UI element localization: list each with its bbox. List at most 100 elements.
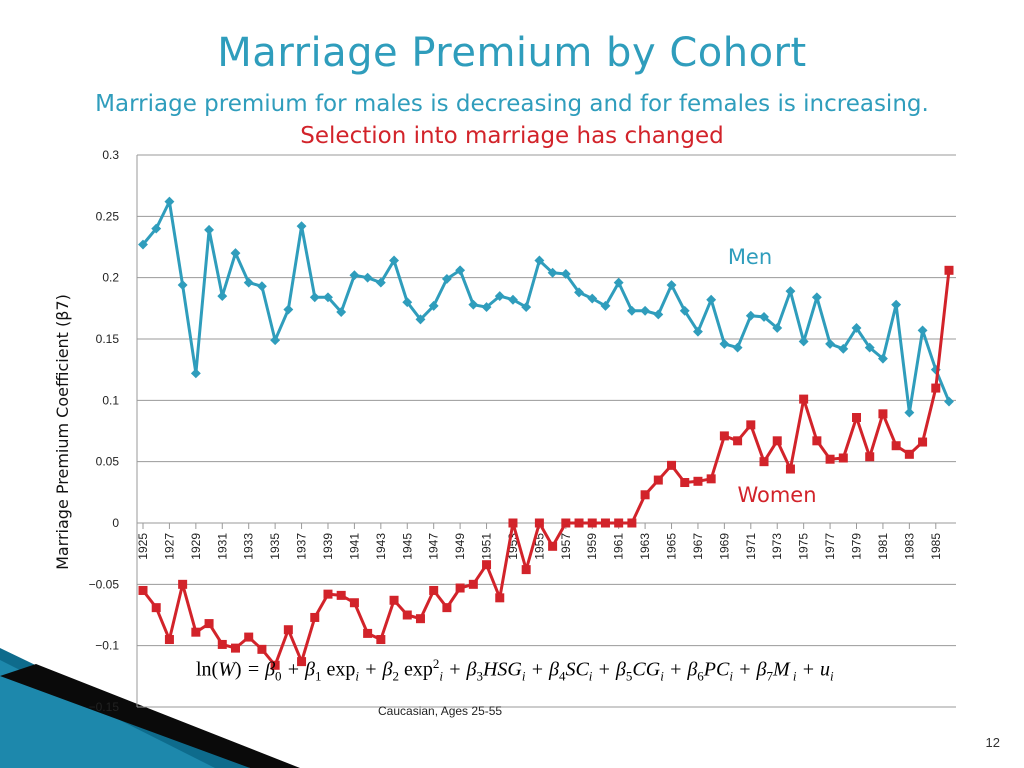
women-series-line — [141, 270, 951, 667]
men-data-point — [296, 221, 307, 232]
men-data-point — [415, 314, 426, 325]
women-data-point — [204, 619, 214, 629]
x-tick-label: 1943 — [374, 533, 388, 560]
women-data-point — [693, 476, 703, 486]
women-data-point — [376, 635, 386, 645]
women-data-point — [574, 518, 584, 528]
women-data-point — [257, 644, 267, 654]
women-data-point — [363, 628, 373, 638]
x-tick-label: 1981 — [876, 533, 890, 560]
women-data-point — [825, 454, 835, 464]
men-data-point — [798, 336, 809, 347]
y-tick-label: 0.15 — [96, 332, 120, 346]
y-tick-label: 0.2 — [102, 271, 119, 285]
women-data-point — [706, 474, 716, 484]
women-data-point — [587, 518, 597, 528]
men-data-point — [309, 292, 320, 303]
y-tick-label: 0.25 — [96, 209, 120, 223]
men-data-point — [336, 307, 347, 317]
men-data-point — [349, 270, 360, 281]
women-data-point — [772, 436, 782, 446]
men-data-point — [640, 305, 651, 316]
women-data-point — [878, 409, 888, 419]
men-data-point — [151, 223, 162, 234]
women-data-point — [653, 475, 663, 485]
women-data-point — [865, 452, 875, 462]
women-data-point — [759, 457, 769, 467]
gridlines — [137, 154, 956, 708]
men-data-point — [230, 248, 241, 259]
men-data-point — [745, 310, 756, 321]
men-data-point — [679, 305, 690, 316]
men-data-point — [402, 297, 413, 308]
men-data-point — [600, 300, 611, 311]
x-tick-label: 1959 — [585, 533, 599, 560]
men-data-point — [204, 224, 215, 235]
x-tick-label: 1985 — [929, 533, 943, 560]
x-tick-label: 1975 — [797, 533, 811, 560]
x-tick-label: 1949 — [453, 533, 467, 560]
women-data-point — [680, 478, 690, 488]
women-data-point — [918, 437, 928, 447]
x-tick-label: 1927 — [162, 533, 176, 560]
x-tick-label: 1957 — [559, 533, 573, 560]
women-data-point — [336, 590, 346, 600]
x-tick-label: 1967 — [691, 533, 705, 560]
women-data-point — [178, 579, 188, 589]
women-data-point — [402, 610, 412, 620]
women-data-point — [442, 603, 452, 613]
x-tick-label: 1937 — [295, 533, 309, 560]
men-data-point — [851, 323, 862, 333]
men-data-point — [891, 299, 902, 310]
y-tick-label: 0.1 — [102, 393, 119, 407]
x-tick-label: 1935 — [268, 533, 282, 560]
men-data-point — [217, 291, 228, 302]
women-data-point — [310, 612, 320, 622]
women-data-point — [561, 518, 571, 528]
men-data-point — [375, 277, 386, 288]
men-data-point — [323, 292, 333, 303]
women-data-point — [297, 657, 307, 667]
x-tick-label: 1933 — [242, 533, 256, 560]
women-data-point — [468, 579, 478, 589]
men-data-point — [864, 342, 875, 353]
women-data-point — [191, 627, 201, 637]
x-tick-label: 1983 — [902, 533, 916, 560]
x-tick-label: 1963 — [638, 533, 652, 560]
slide-subtitle: Marriage premium for males is decreasing… — [60, 88, 964, 152]
men-data-point — [785, 286, 796, 297]
x-tick-label: 1961 — [612, 533, 626, 560]
men-data-point — [811, 292, 822, 303]
men-data-point — [428, 300, 439, 311]
men-data-point — [772, 323, 783, 333]
women-data-point — [785, 464, 795, 474]
women-data-point — [455, 583, 465, 593]
women-data-point — [944, 265, 954, 275]
women-data-point — [164, 635, 174, 645]
women-data-point — [415, 614, 425, 624]
women-data-point — [270, 660, 280, 670]
men-data-point — [389, 255, 399, 266]
x-tick-label: 1951 — [480, 533, 494, 560]
men-data-point — [455, 265, 466, 276]
women-data-point — [482, 560, 492, 570]
men-data-point — [825, 338, 836, 349]
page-number: 12 — [985, 735, 1000, 750]
men-data-point — [481, 302, 492, 313]
women-data-point — [230, 643, 240, 653]
men-data-point — [521, 302, 532, 313]
y-tick-label: −0.05 — [89, 577, 120, 591]
women-data-point — [746, 420, 756, 430]
y-tick-labels: 0.3 0.25 0.2 0.15 0.1 0.05 0 −0.05 −0.1 −0.15 — [89, 148, 120, 714]
men-data-point — [944, 396, 954, 407]
men-data-point — [534, 255, 545, 266]
x-tick-label: 1969 — [717, 533, 731, 560]
women-data-point — [838, 453, 848, 463]
x-tick-label: 1979 — [850, 533, 864, 560]
y-tick-label: 0.05 — [96, 455, 120, 469]
subtitle-text: Marriage premium for males is decreasing… — [95, 91, 929, 117]
x-tick-label: 1941 — [347, 533, 361, 560]
footnote: Caucasian, Ages 25-55 — [378, 704, 503, 718]
men-data-point — [732, 342, 743, 353]
